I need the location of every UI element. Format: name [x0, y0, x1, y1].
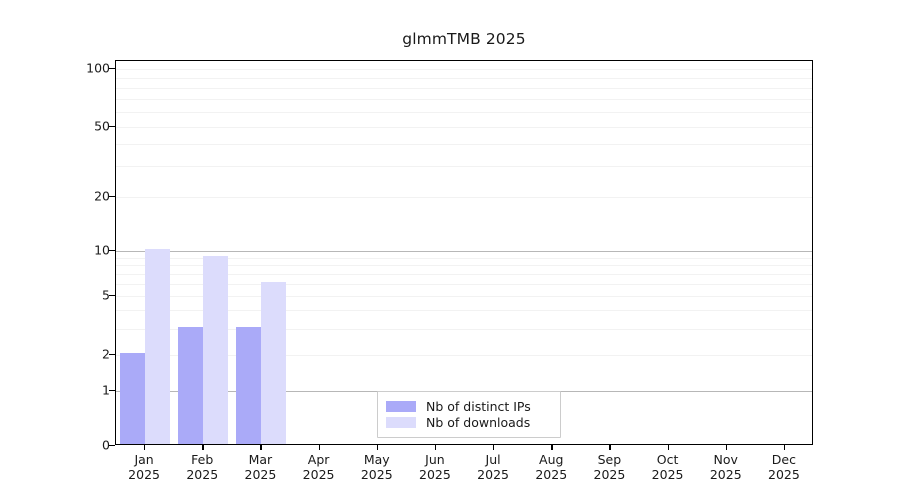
gridline-minor [116, 265, 812, 267]
x-tick-label: Aug 2025 [506, 452, 596, 482]
x-tick-label-line: Mar [248, 452, 273, 467]
y-tick-label: 20 [94, 188, 110, 204]
x-tick-label-line: Apr [307, 452, 330, 467]
chart-title: glmmTMB 2025 [402, 30, 526, 48]
x-tick-label-line: May [363, 452, 390, 467]
gridline-minor [116, 111, 812, 113]
gridline-minor [116, 274, 812, 276]
bars-layer [116, 61, 812, 444]
x-tick-mark [493, 445, 495, 450]
gridline-major [116, 251, 812, 252]
x-tick-label-line: Feb [191, 452, 214, 467]
gridline-minor [116, 197, 812, 198]
x-tick-mark [202, 445, 204, 450]
x-tick-label-line: Oct [656, 452, 679, 467]
y-tick-mark [109, 354, 115, 356]
x-tick-label: Jun 2025 [390, 452, 480, 482]
bar-dls-jan-2025 [145, 249, 171, 444]
x-tick-label-line: Jun [425, 452, 445, 467]
gridline-minor [116, 87, 812, 89]
x-tick-label-line: Sep [597, 452, 622, 467]
x-tick-label-line: 2025 [128, 467, 160, 482]
x-tick-label-line: 2025 [302, 467, 335, 482]
y-tick-label: 2 [102, 346, 110, 362]
x-tick-label-line: Aug [539, 452, 564, 467]
bar-dls-feb-2025 [203, 255, 229, 444]
x-tick-label-line: 2025 [244, 467, 277, 482]
y-tick-label: 0 [102, 437, 110, 453]
y-tick-mark [109, 390, 115, 392]
bar-ips-feb-2025 [178, 326, 204, 444]
x-tick-mark [376, 445, 378, 450]
x-tick-label: Dec 2025 [739, 452, 829, 482]
x-tick-mark [725, 445, 727, 450]
y-tick-label: 100 [86, 60, 110, 76]
x-tick-label: Oct 2025 [623, 452, 713, 482]
x-tick-label-line: 2025 [535, 467, 568, 482]
bar-ips-jan-2025 [120, 353, 146, 444]
x-tick-mark [434, 445, 437, 450]
gridline-minor [116, 77, 812, 79]
x-tick-mark [667, 445, 669, 450]
gridline-minor [116, 296, 812, 297]
x-tick-label-line: 2025 [360, 467, 393, 482]
gridline-minor [116, 69, 812, 70]
x-tick-label: May 2025 [332, 452, 422, 482]
x-tick-label: Jan 2025 [99, 452, 189, 482]
x-tick-label: Mar 2025 [215, 452, 305, 482]
y-tick-mark [109, 68, 115, 70]
x-tick-label-line: 2025 [186, 467, 219, 482]
x-tick-label-line: Dec [771, 452, 796, 467]
legend-swatch-icon [386, 417, 416, 428]
x-tick-label: Jul 2025 [448, 452, 538, 482]
x-tick-label-line: Jan [134, 452, 154, 467]
gridline-minor [116, 98, 812, 100]
legend-label: Nb of downloads [426, 415, 531, 430]
x-tick-label-line: 2025 [593, 467, 626, 482]
bar-ips-mar-2025 [236, 326, 262, 444]
gridline-minor [116, 328, 812, 330]
gridline-minor [116, 127, 812, 128]
x-tick-mark [783, 445, 786, 450]
y-tick-mark [109, 250, 115, 252]
x-tick-label: Feb 2025 [157, 452, 247, 482]
x-tick-label: Nov 2025 [681, 452, 771, 482]
gridline-minor [116, 257, 812, 259]
y-tick-mark [109, 445, 115, 447]
legend-item: Nb of distinct IPs [386, 399, 552, 414]
gridline-minor [116, 310, 812, 312]
x-tick-mark [551, 445, 553, 450]
legend-label: Nb of distinct IPs [426, 399, 531, 414]
x-tick-mark [609, 445, 611, 450]
y-tick-mark [109, 295, 115, 297]
gridline-minor [116, 284, 812, 286]
legend-item: Nb of downloads [386, 415, 552, 430]
x-tick-label-line: 2025 [768, 467, 800, 482]
plot-area [115, 60, 813, 445]
y-tick-label: 5 [102, 287, 110, 303]
y-tick-label: 50 [94, 118, 110, 134]
gridline-minor [116, 355, 812, 356]
gridline-minor [116, 166, 812, 168]
x-tick-label-line: Nov [713, 452, 738, 467]
chart-legend: Nb of distinct IPs Nb of downloads [377, 391, 561, 438]
y-tick-label: 1 [102, 382, 110, 398]
x-tick-mark [260, 445, 262, 450]
gridline-minor [116, 144, 812, 146]
x-tick-mark [144, 445, 146, 450]
x-tick-label: Sep 2025 [564, 452, 654, 482]
bar-dls-mar-2025 [261, 282, 287, 444]
x-tick-label-line: 2025 [709, 467, 742, 482]
y-tick-mark [109, 126, 115, 128]
x-tick-label: Apr 2025 [274, 452, 364, 482]
x-tick-label-line: 2025 [419, 467, 451, 482]
y-tick-mark [109, 196, 115, 198]
x-tick-mark [318, 445, 320, 450]
x-tick-label-line: 2025 [477, 467, 509, 482]
y-tick-label: 10 [94, 242, 110, 258]
x-tick-label-line: Jul [485, 452, 501, 467]
x-tick-label-line: 2025 [651, 467, 684, 482]
legend-swatch-icon [386, 401, 416, 412]
